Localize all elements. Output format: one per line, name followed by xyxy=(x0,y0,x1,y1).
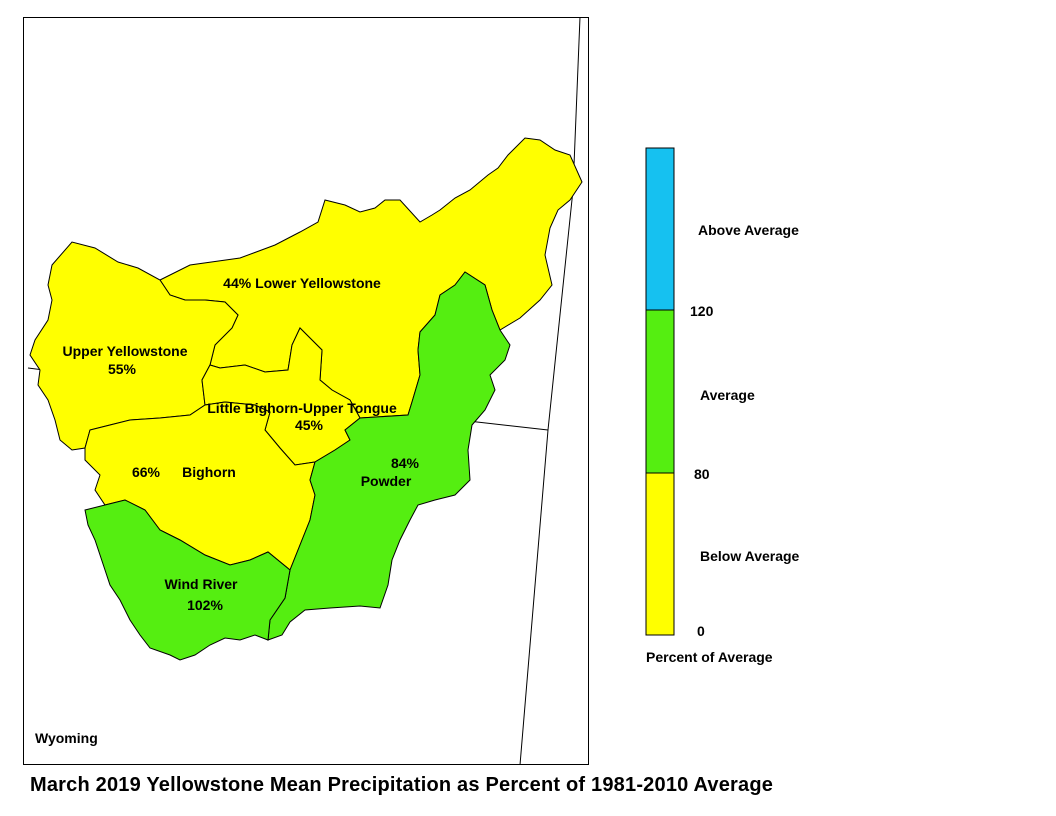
label-wind-river-name: Wind River xyxy=(165,576,239,592)
legend-tick-120: 120 xyxy=(690,303,714,319)
label-wind-river-percent: 102% xyxy=(187,597,223,613)
legend-label-average: Average xyxy=(700,387,755,403)
label-little-bighorn-upper-tongue-percent: 45% xyxy=(295,417,324,433)
legend-swatch-below-average xyxy=(645,472,675,636)
basin-powder[interactable] xyxy=(267,271,511,641)
legend-title: Percent of Average xyxy=(646,649,773,665)
legend-tick-80: 80 xyxy=(694,466,710,482)
label-lower-yellowstone: 44% Lower Yellowstone xyxy=(223,275,381,291)
label-bighorn-name: Bighorn xyxy=(182,464,236,480)
label-powder-name: Powder xyxy=(361,473,412,489)
label-powder-percent: 84% xyxy=(391,455,420,471)
legend-label-below-average: Below Average xyxy=(700,548,800,564)
label-upper-yellowstone-percent: 55% xyxy=(108,361,137,377)
label-upper-yellowstone-name: Upper Yellowstone xyxy=(63,343,188,359)
legend: Above Average Average Below Average 120 … xyxy=(645,147,800,665)
legend-swatch-above-average xyxy=(645,147,675,311)
label-bighorn-percent: 66% xyxy=(132,464,161,480)
legend-label-above-average: Above Average xyxy=(698,222,799,238)
state-boundary-east xyxy=(519,16,581,766)
legend-tick-0: 0 xyxy=(697,623,705,639)
legend-swatch-average xyxy=(645,309,675,474)
basin-wind-river[interactable] xyxy=(84,499,291,661)
state-label: Wyoming xyxy=(35,730,98,746)
label-little-bighorn-upper-tongue-name: Little Bighorn-Upper Tongue xyxy=(207,400,397,416)
map-title: March 2019 Yellowstone Mean Precipitatio… xyxy=(30,774,774,796)
